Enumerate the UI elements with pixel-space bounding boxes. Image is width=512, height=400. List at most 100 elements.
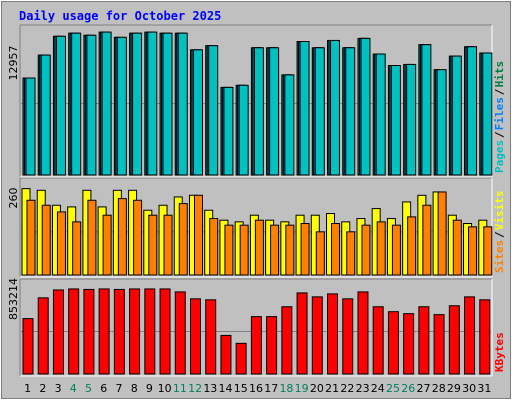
bar-pages-day-16 xyxy=(253,47,264,176)
bar-sites-day-13 xyxy=(209,218,219,276)
bar-sites-day-14 xyxy=(224,224,234,276)
bar-kbytes-day-15 xyxy=(235,342,247,375)
day-label-10: 10 xyxy=(158,382,172,395)
bar-kbytes-day-10 xyxy=(159,288,171,375)
bar-kbytes-day-8 xyxy=(129,288,141,375)
bar-kbytes-day-6 xyxy=(98,288,110,375)
bar-pages-day-12 xyxy=(192,49,203,176)
bar-pages-day-21 xyxy=(330,39,341,176)
bar-pages-day-31 xyxy=(482,52,493,176)
bar-pages-day-3 xyxy=(55,35,66,176)
bar-kbytes-day-25 xyxy=(387,311,399,375)
bar-sites-day-18 xyxy=(285,224,295,276)
day-label-1: 1 xyxy=(24,382,31,395)
bar-pages-day-8 xyxy=(132,32,143,176)
panel-kbytes-legend-0: KBytes xyxy=(493,332,506,372)
chart-title: Daily usage for October 2025 xyxy=(19,9,221,23)
bar-sites-day-20 xyxy=(315,231,325,276)
bar-sites-day-26 xyxy=(407,216,417,276)
bar-kbytes-day-21 xyxy=(327,293,339,375)
bar-kbytes-day-14 xyxy=(220,334,232,375)
day-label-12: 12 xyxy=(188,382,202,395)
bar-kbytes-day-17 xyxy=(266,316,278,375)
bar-pages-day-10 xyxy=(162,32,173,176)
bar-kbytes-day-22 xyxy=(342,298,354,375)
bar-pages-day-22 xyxy=(345,47,356,176)
day-label-15: 15 xyxy=(234,382,248,395)
bar-pages-day-15 xyxy=(238,84,249,176)
bar-sites-day-17 xyxy=(270,224,280,276)
bar-kbytes-day-20 xyxy=(311,296,323,375)
bar-sites-day-7 xyxy=(117,198,127,276)
bar-pages-day-27 xyxy=(421,44,432,176)
day-label-16: 16 xyxy=(249,382,263,395)
bar-kbytes-day-27 xyxy=(418,306,430,375)
day-label-20: 20 xyxy=(310,382,324,395)
bar-kbytes-day-12 xyxy=(189,298,201,375)
bar-sites-day-16 xyxy=(254,219,264,276)
bar-kbytes-day-1 xyxy=(22,318,34,375)
bar-sites-day-5 xyxy=(87,199,97,276)
day-label-13: 13 xyxy=(203,382,217,395)
bar-kbytes-day-7 xyxy=(113,288,125,375)
bar-sites-day-2 xyxy=(41,204,51,276)
bar-sites-day-22 xyxy=(346,231,356,276)
bar-sites-day-30 xyxy=(468,226,478,276)
bar-sites-day-3 xyxy=(56,211,66,276)
bar-kbytes-day-3 xyxy=(52,289,64,375)
day-label-21: 21 xyxy=(325,382,339,395)
panel-visits-legend-1: / xyxy=(493,231,506,238)
day-label-25: 25 xyxy=(386,382,400,395)
day-label-29: 29 xyxy=(447,382,461,395)
bar-sites-day-1 xyxy=(26,199,36,276)
bar-sites-day-23 xyxy=(361,224,371,276)
panel-kbytes-max-label: 853214 xyxy=(7,278,20,320)
bar-kbytes-day-9 xyxy=(144,288,156,375)
day-label-3: 3 xyxy=(55,382,62,395)
day-label-19: 19 xyxy=(295,382,309,395)
bar-pages-day-7 xyxy=(116,36,127,176)
bar-sites-day-10 xyxy=(163,214,173,276)
panel-hits-legend-1: / xyxy=(493,131,506,138)
day-label-23: 23 xyxy=(356,382,370,395)
bar-kbytes-day-18 xyxy=(281,306,293,375)
bar-pages-day-1 xyxy=(25,77,36,176)
bar-pages-day-14 xyxy=(223,86,234,176)
panel-hits-legend-4: Hits xyxy=(493,61,506,88)
bar-sites-day-24 xyxy=(376,221,386,276)
bar-sites-day-6 xyxy=(102,214,112,276)
bar-kbytes-day-31 xyxy=(479,299,491,375)
bar-pages-day-20 xyxy=(314,47,325,176)
day-label-24: 24 xyxy=(371,382,385,395)
bar-sites-day-19 xyxy=(300,223,310,276)
bar-pages-day-24 xyxy=(375,53,386,176)
bar-pages-day-17 xyxy=(269,47,280,176)
bar-kbytes-day-13 xyxy=(205,299,217,375)
day-label-22: 22 xyxy=(340,382,354,395)
day-label-26: 26 xyxy=(401,382,415,395)
bar-pages-day-9 xyxy=(147,31,158,176)
bar-kbytes-day-29 xyxy=(448,305,460,375)
bar-kbytes-day-28 xyxy=(433,314,445,375)
day-label-28: 28 xyxy=(432,382,446,395)
bar-pages-day-2 xyxy=(40,54,51,176)
bar-kbytes-day-4 xyxy=(68,288,80,375)
day-label-9: 9 xyxy=(146,382,153,395)
panel-hits-max-label: 12957 xyxy=(7,46,20,81)
bar-kbytes-day-26 xyxy=(403,313,415,375)
day-label-11: 11 xyxy=(173,382,187,395)
day-label-6: 6 xyxy=(100,382,107,395)
bar-pages-day-19 xyxy=(299,41,310,176)
bar-sites-day-25 xyxy=(391,224,401,276)
panel-visits-max-label: 260 xyxy=(7,188,20,209)
day-label-27: 27 xyxy=(416,382,430,395)
day-label-2: 2 xyxy=(39,382,46,395)
bar-pages-day-28 xyxy=(436,69,447,176)
bar-sites-day-29 xyxy=(452,219,462,276)
bar-kbytes-day-5 xyxy=(83,288,95,375)
panel-visits-legend-2: Visits xyxy=(493,190,506,230)
day-label-8: 8 xyxy=(131,382,138,395)
